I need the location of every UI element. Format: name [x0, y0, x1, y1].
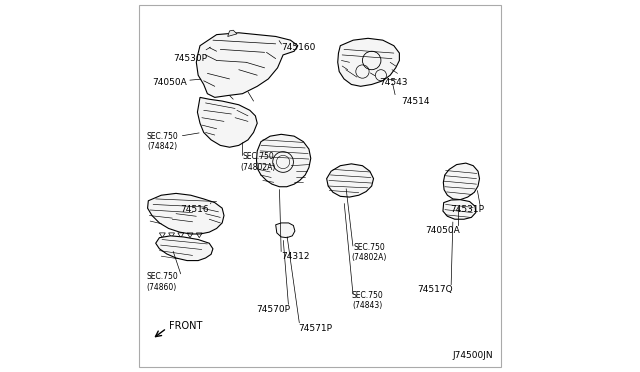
Text: SEC.750
(74802A): SEC.750 (74802A) — [351, 243, 387, 262]
Text: SEC.750
(74843): SEC.750 (74843) — [351, 291, 383, 310]
Text: 74571P: 74571P — [298, 324, 332, 333]
Polygon shape — [444, 163, 479, 200]
Text: 74570P: 74570P — [257, 305, 291, 314]
Text: 74312: 74312 — [281, 251, 310, 261]
Polygon shape — [148, 193, 224, 234]
Text: 74516: 74516 — [180, 205, 209, 215]
Polygon shape — [326, 164, 374, 197]
Text: 74050A: 74050A — [152, 78, 187, 87]
Polygon shape — [257, 134, 311, 187]
Polygon shape — [276, 223, 295, 238]
Polygon shape — [443, 200, 476, 219]
Text: SEC.750
(74860): SEC.750 (74860) — [146, 272, 178, 292]
Text: 74543: 74543 — [379, 78, 408, 87]
Polygon shape — [156, 236, 213, 260]
Polygon shape — [197, 97, 257, 147]
Polygon shape — [196, 33, 298, 97]
Text: 74531P: 74531P — [451, 205, 484, 215]
Text: FRONT: FRONT — [168, 321, 202, 331]
Polygon shape — [338, 38, 399, 86]
Polygon shape — [228, 30, 237, 36]
Text: 74050A: 74050A — [426, 226, 460, 235]
Text: J74500JN: J74500JN — [453, 351, 493, 360]
Text: 74514: 74514 — [401, 97, 429, 106]
Text: SEC.750
(74842): SEC.750 (74842) — [146, 132, 178, 151]
Text: SEC.750
(74802A): SEC.750 (74802A) — [241, 152, 276, 172]
Text: 74530P: 74530P — [173, 54, 207, 63]
Text: 745160: 745160 — [281, 43, 316, 52]
Text: 74517Q: 74517Q — [417, 285, 453, 294]
